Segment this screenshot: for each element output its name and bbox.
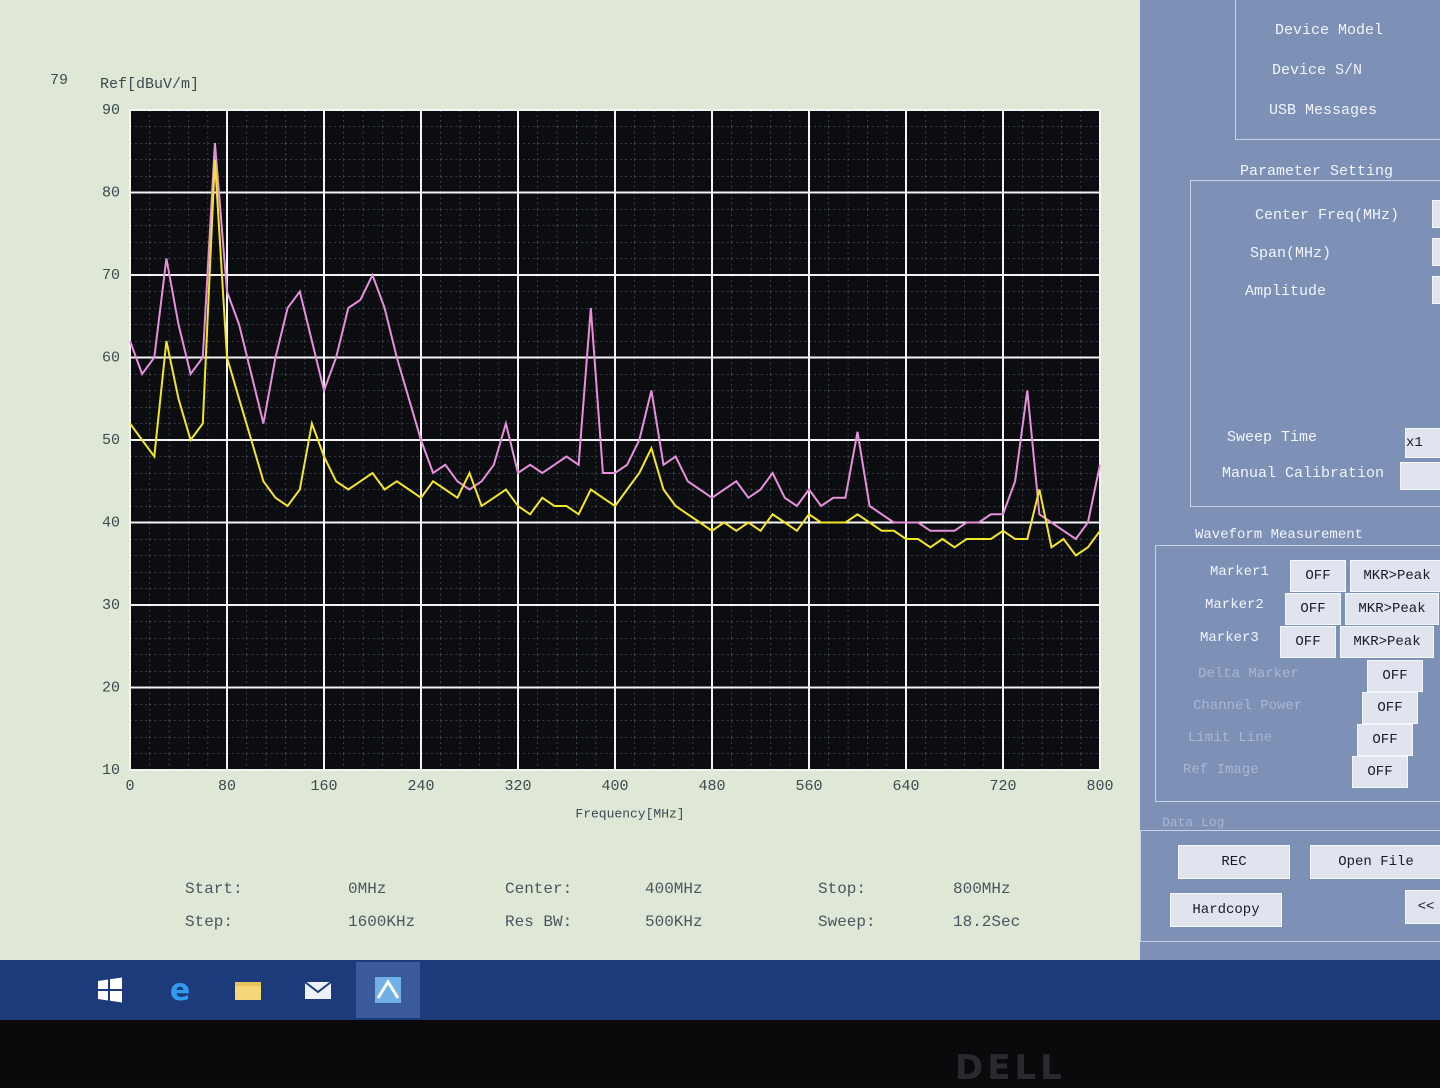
- series-line: [129, 142, 1101, 541]
- field-label: Center Freq(MHz): [1255, 207, 1400, 224]
- status-value: 400MHz: [645, 880, 703, 898]
- datalog-box: [1140, 830, 1440, 942]
- field-input[interactable]: [1432, 238, 1440, 266]
- screen: 79 Ref[dBuV/m] Frequency[MHz] 10 20 30 40 50…: [0, 0, 1440, 960]
- device-item[interactable]: USB Messages: [1269, 102, 1378, 119]
- plot-border: [129, 109, 1101, 771]
- marker-state[interactable]: OFF: [1285, 593, 1341, 625]
- toggle-label: Ref Image: [1183, 762, 1259, 778]
- x-tick-label: 400: [601, 778, 628, 795]
- toggle-state[interactable]: OFF: [1352, 756, 1408, 788]
- marker-state[interactable]: OFF: [1290, 560, 1346, 592]
- y-tick-label: 50: [102, 432, 120, 449]
- group-title: Data Log: [1160, 815, 1227, 830]
- status-label: Res BW:: [505, 913, 573, 931]
- log-button[interactable]: Hardcopy: [1170, 893, 1282, 927]
- x-tick-label: 240: [407, 778, 434, 795]
- device-box: [1235, 0, 1440, 140]
- y-tick-label: 40: [102, 514, 120, 531]
- marker-state[interactable]: OFF: [1280, 626, 1336, 658]
- status-value: 1600KHz: [348, 913, 416, 931]
- y-tick-label: 80: [102, 184, 120, 201]
- x-tick-label: 160: [310, 778, 337, 795]
- toggle-state[interactable]: OFF: [1367, 660, 1423, 692]
- group-title: Waveform Measurement: [1193, 527, 1366, 543]
- field-label: Amplitude: [1245, 283, 1327, 300]
- x-tick-label: 640: [892, 778, 919, 795]
- toggle-label: Channel Power: [1193, 698, 1303, 714]
- svg-text:e: e: [170, 974, 190, 1006]
- status-value: 18.2Sec: [953, 913, 1021, 931]
- x-tick-label: 320: [504, 778, 531, 795]
- x-tick-label: 0: [125, 778, 134, 795]
- status-label: Sweep:: [818, 913, 876, 931]
- field-label: Sweep Time: [1227, 429, 1318, 446]
- field-label: Span(MHz): [1250, 245, 1332, 262]
- field-label: Manual Calibration: [1222, 465, 1385, 482]
- edge-icon[interactable]: e: [164, 974, 196, 1006]
- status-label: Center:: [505, 880, 573, 898]
- start-icon[interactable]: [94, 974, 126, 1006]
- marker-label: Marker1: [1210, 564, 1269, 580]
- explorer-icon[interactable]: [232, 974, 264, 1006]
- status-label: Start:: [185, 880, 243, 898]
- waveform-box: [1155, 545, 1440, 802]
- x-tick-label: 80: [218, 778, 236, 795]
- device-item[interactable]: Device S/N: [1272, 62, 1363, 79]
- status-value: 800MHz: [953, 880, 1011, 898]
- y-tick-label: 10: [102, 762, 120, 779]
- status-label: Stop:: [818, 880, 867, 898]
- y-axis-label: Ref[dBuV/m]: [100, 76, 199, 93]
- y-tick-label: 20: [102, 679, 120, 696]
- x-tick-label: 800: [1086, 778, 1113, 795]
- log-button[interactable]: Open File: [1310, 845, 1440, 879]
- marker-label: Marker3: [1200, 630, 1259, 646]
- marker-peak[interactable]: MKR>Peak: [1350, 560, 1440, 592]
- group-title: Parameter Setting: [1238, 163, 1396, 180]
- series-line: [129, 159, 1101, 557]
- status-label: Step:: [185, 913, 234, 931]
- toggle-state[interactable]: OFF: [1362, 692, 1418, 724]
- y-tick-label: 90: [102, 102, 120, 119]
- ref-level: 79: [50, 72, 68, 89]
- marker-label: Marker2: [1205, 597, 1264, 613]
- status-value: 500KHz: [645, 913, 703, 931]
- x-tick-label: 560: [795, 778, 822, 795]
- active-app[interactable]: [356, 962, 420, 1018]
- toggle-label: Limit Line: [1188, 730, 1273, 746]
- y-tick-label: 60: [102, 349, 120, 366]
- log-button[interactable]: <<: [1405, 890, 1440, 924]
- toggle-label: Delta Marker: [1198, 666, 1299, 682]
- app-icon: [375, 977, 401, 1003]
- status-value: 0MHz: [348, 880, 387, 898]
- log-button[interactable]: REC: [1178, 845, 1290, 879]
- x-tick-label: 720: [989, 778, 1016, 795]
- side-panel: Device Model Device S/N USB Messages Parame…: [1140, 0, 1440, 960]
- chart: 79 Ref[dBuV/m] Frequency[MHz] 10 20 30 40 50…: [50, 72, 1114, 821]
- mail-icon[interactable]: [302, 974, 334, 1006]
- brand-logo: DELL: [955, 1048, 1066, 1088]
- y-tick-label: 30: [102, 597, 120, 614]
- toggle-state[interactable]: OFF: [1357, 724, 1413, 756]
- device-item[interactable]: Device Model: [1275, 22, 1384, 39]
- y-tick-label: 70: [102, 267, 120, 284]
- parameter-box: [1190, 180, 1440, 507]
- x-tick-label: 480: [698, 778, 725, 795]
- field-input[interactable]: [1432, 200, 1440, 228]
- marker-peak[interactable]: MKR>Peak: [1345, 593, 1439, 625]
- marker-peak[interactable]: MKR>Peak: [1340, 626, 1434, 658]
- x-axis-label: Frequency[MHz]: [575, 806, 684, 821]
- calibrate-button[interactable]: [1400, 462, 1440, 490]
- sweep-select[interactable]: x1: [1405, 428, 1440, 458]
- taskbar: e: [0, 960, 1440, 1020]
- field-input[interactable]: [1432, 276, 1440, 304]
